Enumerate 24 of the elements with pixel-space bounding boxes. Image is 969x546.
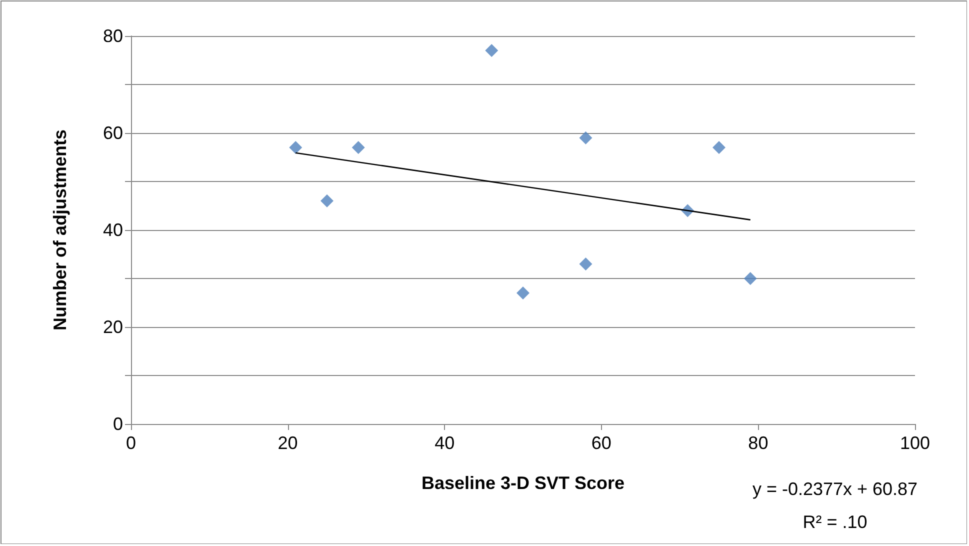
point bbox=[352, 141, 365, 154]
x-tick-label: 80 bbox=[748, 433, 768, 453]
y-tick-label: 0 bbox=[112, 414, 123, 434]
y-tick-label: 60 bbox=[102, 123, 123, 143]
point bbox=[744, 272, 757, 285]
x-tick-label: 20 bbox=[278, 433, 298, 453]
point bbox=[516, 286, 530, 300]
y-tick-label: 20 bbox=[102, 317, 123, 337]
y-tick-label: 40 bbox=[102, 220, 123, 240]
text: y = -0.2377x + 60.87 bbox=[752, 479, 918, 499]
y-axis-title: Number of adjustments bbox=[50, 129, 70, 331]
point bbox=[320, 194, 334, 208]
point bbox=[289, 141, 302, 154]
y-tick-label: 80 bbox=[102, 26, 123, 46]
point bbox=[579, 131, 592, 144]
point bbox=[579, 257, 592, 270]
text: R² = .10 bbox=[802, 512, 868, 532]
x-tick-label: 0 bbox=[126, 433, 136, 453]
point bbox=[485, 44, 498, 58]
x-axis-title: Baseline 3-D SVT Score bbox=[421, 473, 625, 493]
point bbox=[712, 141, 726, 154]
x-tick-label: 60 bbox=[591, 433, 612, 453]
x-tick-label: 100 bbox=[900, 433, 930, 453]
x-tick-label: 40 bbox=[434, 433, 455, 453]
